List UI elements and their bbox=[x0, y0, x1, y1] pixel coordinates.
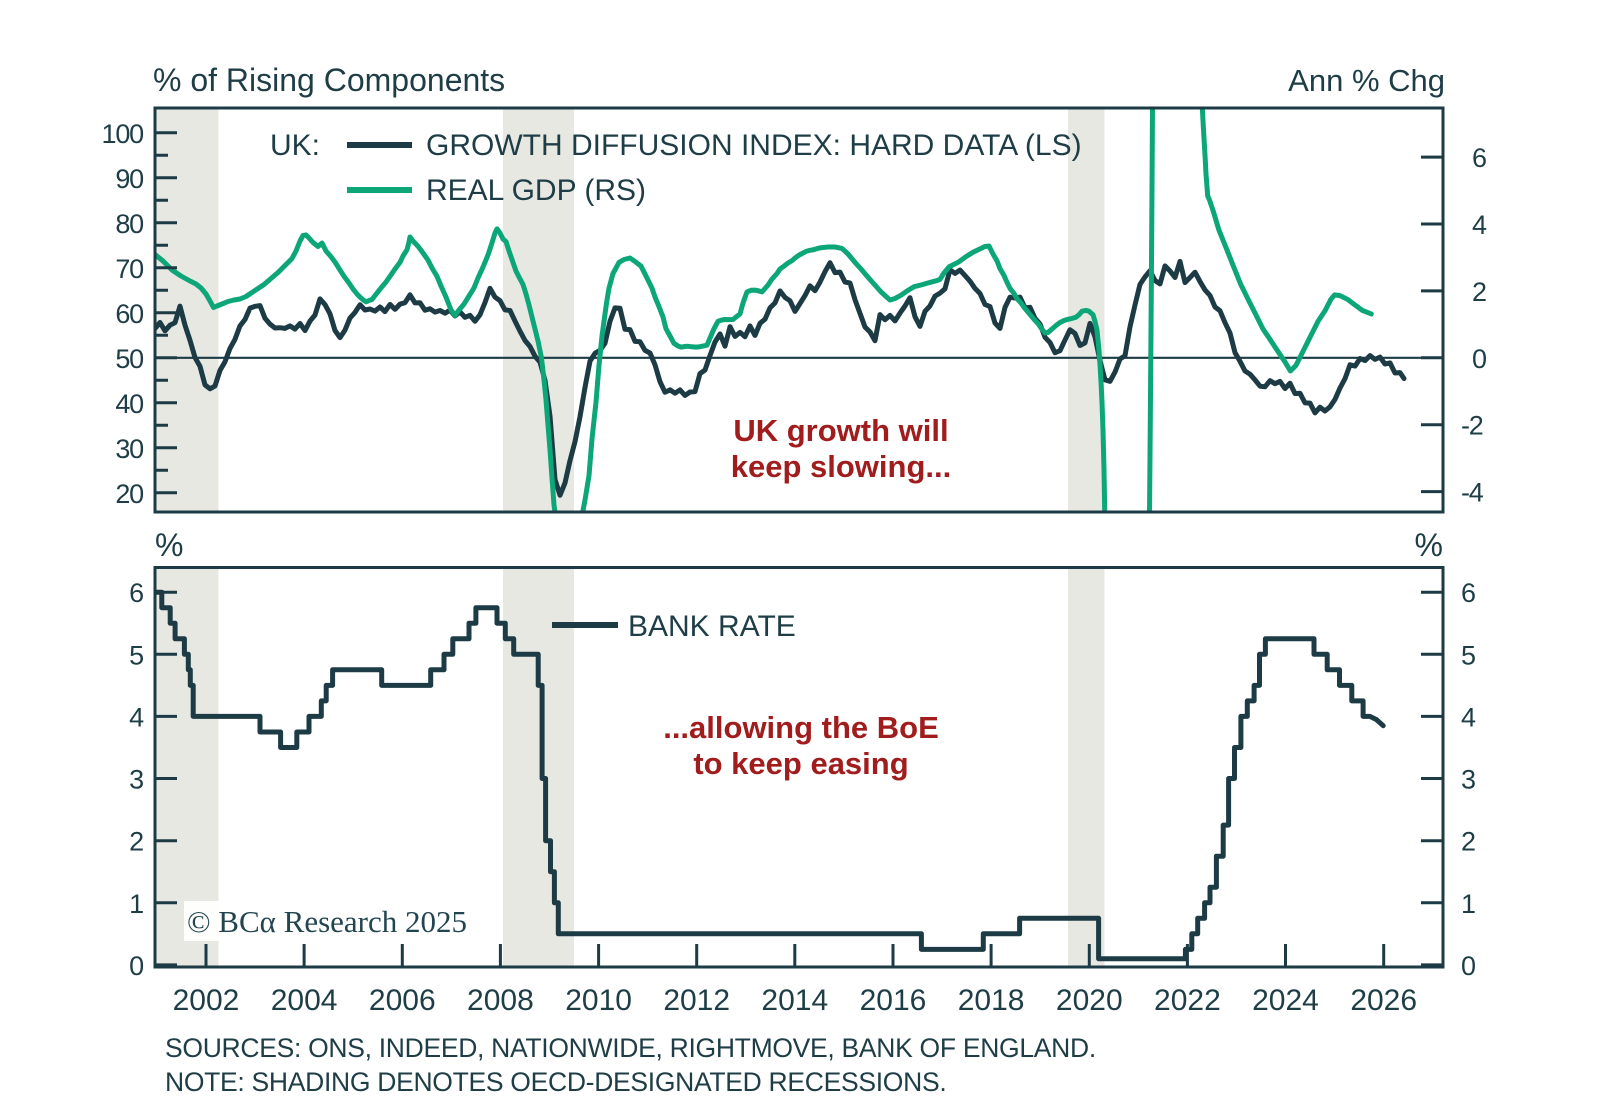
svg-text:2024: 2024 bbox=[1252, 984, 1319, 1017]
svg-text:...allowing the BoE: ...allowing the BoE bbox=[663, 710, 939, 745]
svg-text:4: 4 bbox=[1461, 702, 1476, 732]
svg-text:20: 20 bbox=[115, 479, 143, 509]
svg-text:1: 1 bbox=[1461, 889, 1475, 919]
svg-text:-2: -2 bbox=[1461, 411, 1483, 441]
svg-text:%: % bbox=[1415, 527, 1443, 563]
svg-text:3: 3 bbox=[129, 765, 143, 795]
svg-text:6: 6 bbox=[1461, 578, 1475, 608]
svg-text:5: 5 bbox=[129, 640, 143, 670]
svg-text:1: 1 bbox=[129, 889, 143, 919]
svg-text:2014: 2014 bbox=[761, 984, 828, 1017]
svg-text:NOTE: SHADING DENOTES OECD-DES: NOTE: SHADING DENOTES OECD-DESIGNATED RE… bbox=[165, 1067, 946, 1097]
svg-text:keep slowing...: keep slowing... bbox=[731, 449, 952, 484]
svg-text:0: 0 bbox=[129, 951, 143, 981]
svg-text:0: 0 bbox=[1461, 951, 1475, 981]
svg-text:%: % bbox=[155, 527, 183, 563]
svg-text:4: 4 bbox=[1472, 210, 1487, 240]
svg-text:REAL GDP (RS): REAL GDP (RS) bbox=[426, 174, 646, 207]
svg-text:2: 2 bbox=[129, 827, 143, 857]
svg-text:2006: 2006 bbox=[369, 984, 436, 1017]
svg-text:2010: 2010 bbox=[565, 984, 632, 1017]
svg-text:2008: 2008 bbox=[467, 984, 534, 1017]
svg-text:6: 6 bbox=[129, 578, 143, 608]
svg-text:2026: 2026 bbox=[1350, 984, 1417, 1017]
svg-text:2: 2 bbox=[1461, 827, 1475, 857]
svg-text:70: 70 bbox=[115, 254, 143, 284]
svg-text:UK growth will: UK growth will bbox=[733, 413, 948, 448]
svg-text:-4: -4 bbox=[1461, 478, 1484, 508]
svg-text:100: 100 bbox=[102, 119, 144, 149]
svg-text:UK:: UK: bbox=[270, 129, 320, 162]
svg-text:50: 50 bbox=[115, 344, 143, 374]
svg-text:Ann % Chg: Ann % Chg bbox=[1288, 63, 1445, 98]
svg-text:2002: 2002 bbox=[173, 984, 240, 1017]
svg-text:40: 40 bbox=[115, 389, 143, 419]
svg-text:GROWTH DIFFUSION INDEX: HARD D: GROWTH DIFFUSION INDEX: HARD DATA (LS) bbox=[426, 129, 1082, 162]
svg-text:3: 3 bbox=[1461, 765, 1475, 795]
svg-text:30: 30 bbox=[115, 434, 143, 464]
svg-text:2020: 2020 bbox=[1056, 984, 1123, 1017]
svg-text:© BCα Research 2025: © BCα Research 2025 bbox=[187, 904, 467, 939]
svg-text:90: 90 bbox=[115, 164, 143, 194]
svg-text:2012: 2012 bbox=[663, 984, 730, 1017]
svg-text:2016: 2016 bbox=[860, 984, 927, 1017]
svg-text:60: 60 bbox=[115, 299, 143, 329]
svg-text:% of Rising Components: % of Rising Components bbox=[153, 62, 505, 98]
svg-text:2: 2 bbox=[1472, 277, 1486, 307]
svg-text:6: 6 bbox=[1472, 143, 1486, 173]
svg-text:2004: 2004 bbox=[271, 984, 338, 1017]
svg-text:80: 80 bbox=[115, 209, 143, 239]
svg-text:2018: 2018 bbox=[958, 984, 1025, 1017]
svg-text:SOURCES: ONS, INDEED, NATIONWI: SOURCES: ONS, INDEED, NATIONWIDE, RIGHTM… bbox=[165, 1033, 1096, 1063]
svg-text:2022: 2022 bbox=[1154, 984, 1221, 1017]
svg-text:BANK RATE: BANK RATE bbox=[628, 610, 796, 643]
svg-text:0: 0 bbox=[1472, 344, 1486, 374]
svg-text:5: 5 bbox=[1461, 640, 1475, 670]
svg-text:4: 4 bbox=[129, 702, 144, 732]
svg-text:to keep easing: to keep easing bbox=[693, 746, 908, 781]
